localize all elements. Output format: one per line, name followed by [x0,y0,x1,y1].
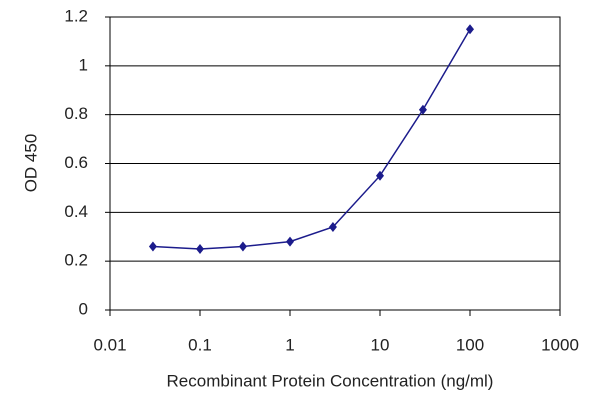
y-tick-label: 1.2 [64,6,88,25]
x-tick-label: 100 [456,335,484,354]
y-tick-label: 0.4 [64,202,88,221]
data-line [152,28,471,250]
x-tick-label: 1000 [541,335,579,354]
data-point [148,241,157,252]
data-point [286,236,294,247]
y-tick-label: 0.2 [64,251,88,270]
x-tick-label: 10 [371,335,390,354]
data-point [466,24,474,35]
y-tick-label: 0.6 [64,153,88,172]
y-tick-label: 1 [79,55,88,74]
x-tick-label: 1 [285,335,294,354]
data-point [238,241,247,252]
y-tick-label: 0 [79,299,88,318]
plot-frame [109,16,561,311]
x-tick-label: 0.01 [93,335,126,354]
x-axis-label: Recombinant Protein Concentration (ng/ml… [167,371,494,390]
y-axis-label: OD 450 [21,134,40,193]
y-tick-label: 0.8 [64,104,88,123]
data-point [328,221,337,232]
x-tick-label: 0.1 [188,335,212,354]
data-point [196,243,204,254]
data-point [376,170,384,181]
data-point [418,104,427,115]
